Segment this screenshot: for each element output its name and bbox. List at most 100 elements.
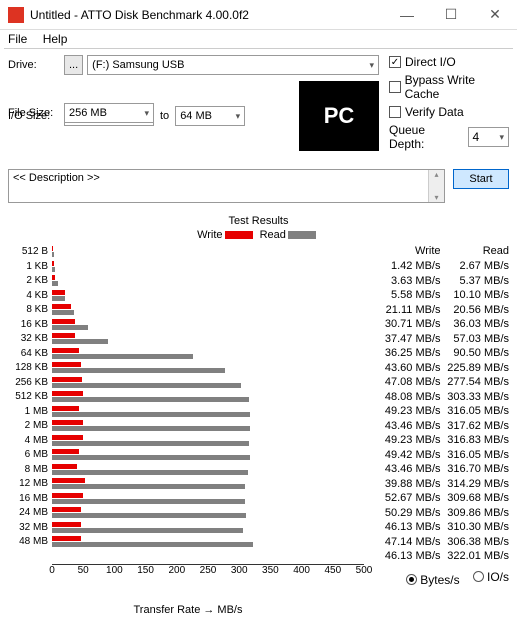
legend-write-swatch xyxy=(225,231,253,239)
verify-data-checkbox[interactable]: Verify Data xyxy=(389,105,509,119)
x-axis-label: Transfer Rate → MB/s xyxy=(8,604,368,616)
bar-row: 512 B xyxy=(8,245,368,260)
x-tick: 450 xyxy=(324,565,341,576)
write-bar xyxy=(52,449,79,454)
legend-read-swatch xyxy=(288,231,316,239)
x-tick: 200 xyxy=(168,565,185,576)
x-tick: 500 xyxy=(356,565,373,576)
data-row: 46.13 MB/s322.01 MB/s xyxy=(372,549,509,564)
data-row: 48.08 MB/s303.33 MB/s xyxy=(372,390,509,405)
data-row: 21.11 MB/s20.56 MB/s xyxy=(372,303,509,318)
write-bar xyxy=(52,536,81,541)
data-row: 47.14 MB/s306.38 MB/s xyxy=(372,535,509,550)
data-row: 43.60 MB/s225.89 MB/s xyxy=(372,361,509,376)
y-label: 12 MB xyxy=(8,478,48,489)
y-label: 48 MB xyxy=(8,536,48,547)
iosize-to-select[interactable]: 64 MB xyxy=(175,106,245,126)
close-button[interactable]: ✕ xyxy=(473,0,517,30)
window-title: Untitled - ATTO Disk Benchmark 4.00.0f2 xyxy=(30,8,385,22)
y-label: 16 MB xyxy=(8,493,48,504)
description-scrollbar[interactable]: ▴▾ xyxy=(428,170,444,202)
bar-row: 6 MB xyxy=(8,448,368,463)
read-bar xyxy=(52,383,241,388)
write-bar xyxy=(52,261,54,266)
write-bar xyxy=(52,493,83,498)
maximize-button[interactable]: ☐ xyxy=(429,0,473,30)
y-label: 16 KB xyxy=(8,319,48,330)
menu-help[interactable]: Help xyxy=(43,32,68,46)
read-bar xyxy=(52,397,249,402)
read-bar xyxy=(52,484,245,489)
read-bar xyxy=(52,412,250,417)
titlebar: Untitled - ATTO Disk Benchmark 4.00.0f2 … xyxy=(0,0,517,30)
data-row: 37.47 MB/s57.03 MB/s xyxy=(372,332,509,347)
data-row: 49.23 MB/s316.83 MB/s xyxy=(372,433,509,448)
bar-row: 4 MB xyxy=(8,434,368,449)
y-label: 24 MB xyxy=(8,507,48,518)
y-label: 512 KB xyxy=(8,391,48,402)
read-bar xyxy=(52,325,88,330)
queue-label: Queue Depth: xyxy=(389,123,462,151)
read-bar xyxy=(52,441,249,446)
x-tick: 250 xyxy=(200,565,217,576)
bar-row: 128 KB xyxy=(8,361,368,376)
start-button[interactable]: Start xyxy=(453,169,509,189)
chart: 512 B1 KB2 KB4 KB8 KB16 KB32 KB64 KB128 … xyxy=(8,245,368,616)
y-label: 8 MB xyxy=(8,464,48,475)
description-box[interactable]: << Description >> ▴▾ xyxy=(8,169,445,203)
x-tick: 300 xyxy=(231,565,248,576)
write-bar xyxy=(52,435,83,440)
data-row: 36.25 MB/s90.50 MB/s xyxy=(372,346,509,361)
read-bar xyxy=(52,455,250,460)
read-bar xyxy=(52,339,108,344)
read-bar xyxy=(52,470,248,475)
bar-row: 256 KB xyxy=(8,376,368,391)
data-row: 52.67 MB/s309.68 MB/s xyxy=(372,491,509,506)
data-row: 1.42 MB/s2.67 MB/s xyxy=(372,259,509,274)
x-tick: 400 xyxy=(293,565,310,576)
data-row: 49.42 MB/s316.05 MB/s xyxy=(372,448,509,463)
data-row: 46.13 MB/s310.30 MB/s xyxy=(372,520,509,535)
bytes-radio[interactable]: Bytes/s xyxy=(406,573,459,587)
data-row: 43.46 MB/s316.70 MB/s xyxy=(372,462,509,477)
bar-row: 2 KB xyxy=(8,274,368,289)
y-label: 128 KB xyxy=(8,362,48,373)
drive-label: Drive: xyxy=(8,59,64,71)
write-bar xyxy=(52,304,71,309)
x-tick: 50 xyxy=(78,565,89,576)
write-bar xyxy=(52,464,77,469)
x-tick: 0 xyxy=(49,565,55,576)
bar-row: 32 MB xyxy=(8,521,368,536)
x-tick: 150 xyxy=(137,565,154,576)
bar-row: 12 MB xyxy=(8,477,368,492)
bar-row: 64 KB xyxy=(8,347,368,362)
drive-select[interactable]: (F:) Samsung USB xyxy=(87,55,379,75)
write-bar xyxy=(52,420,83,425)
data-row: 49.23 MB/s316.05 MB/s xyxy=(372,404,509,419)
write-bar xyxy=(52,522,81,527)
direct-io-checkbox[interactable]: ✓Direct I/O xyxy=(389,55,509,69)
drive-browse-button[interactable]: ... xyxy=(64,55,83,75)
pc-logo: PC xyxy=(299,81,379,151)
filesize-select[interactable]: 256 MB xyxy=(64,103,154,123)
write-bar xyxy=(52,507,81,512)
y-label: 256 KB xyxy=(8,377,48,388)
queue-select[interactable]: 4 xyxy=(468,127,509,147)
bar-row: 1 KB xyxy=(8,260,368,275)
bar-row: 8 MB xyxy=(8,463,368,478)
bypass-cache-checkbox[interactable]: Bypass Write Cache xyxy=(389,73,509,101)
write-bar xyxy=(52,362,81,367)
bar-row: 8 KB xyxy=(8,303,368,318)
read-bar xyxy=(52,281,58,286)
y-label: 1 MB xyxy=(8,406,48,417)
data-table: WriteRead 1.42 MB/s2.67 MB/s3.63 MB/s5.3… xyxy=(368,245,509,616)
minimize-button[interactable]: — xyxy=(385,0,429,30)
write-bar xyxy=(52,275,55,280)
to-label: to xyxy=(160,110,169,122)
y-label: 2 KB xyxy=(8,275,48,286)
legend: Write Read xyxy=(8,229,509,241)
read-bar xyxy=(52,267,55,272)
menu-file[interactable]: File xyxy=(8,32,27,46)
write-bar xyxy=(52,246,53,251)
write-bar xyxy=(52,406,79,411)
